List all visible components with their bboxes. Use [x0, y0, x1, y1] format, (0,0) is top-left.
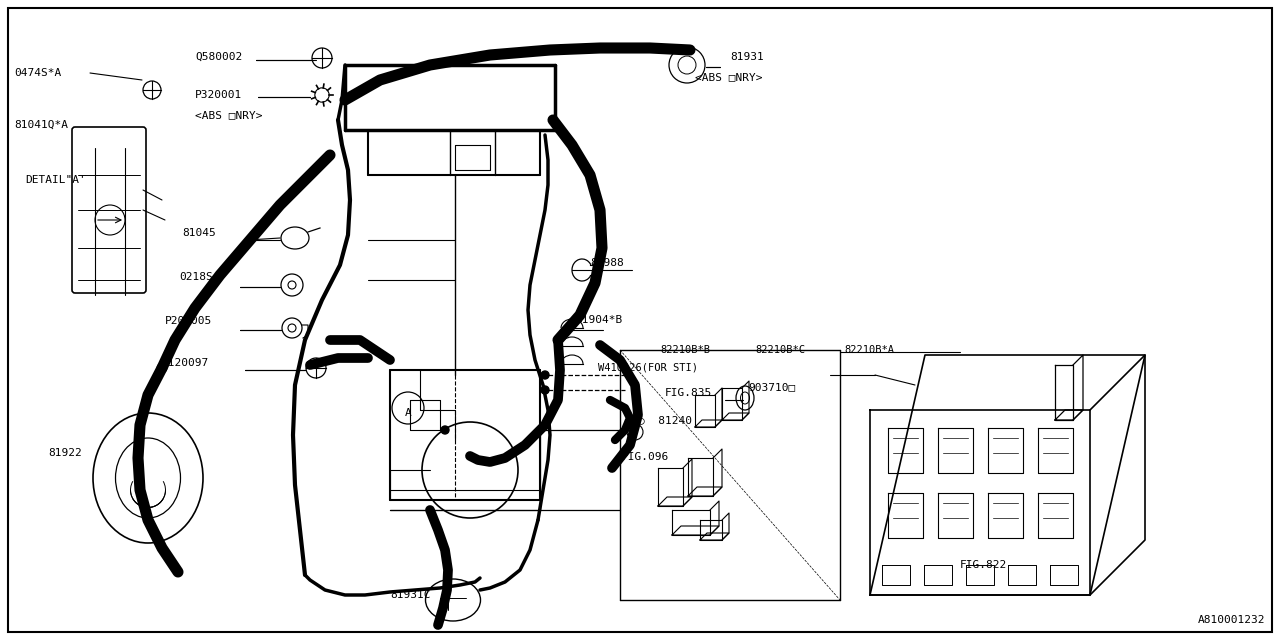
Text: FIG.822: FIG.822 [960, 560, 1007, 570]
Text: 82210B*A: 82210B*A [844, 345, 893, 355]
Text: P200005: P200005 [165, 316, 212, 326]
Circle shape [541, 371, 549, 379]
Text: 0474S*A: 0474S*A [14, 68, 61, 78]
Text: <ABS □NRY>: <ABS □NRY> [195, 110, 262, 120]
Text: 82210B*C: 82210B*C [755, 345, 805, 355]
Text: 81988: 81988 [590, 258, 623, 268]
Text: M120097: M120097 [163, 358, 209, 368]
Text: FIG.096: FIG.096 [622, 452, 669, 462]
Text: A: A [404, 408, 411, 418]
Text: 81045: 81045 [182, 228, 216, 238]
Circle shape [442, 426, 449, 434]
Text: P320001: P320001 [195, 90, 242, 100]
Text: 81931C: 81931C [390, 590, 430, 600]
Circle shape [541, 386, 549, 394]
Text: FIG.835: FIG.835 [666, 388, 712, 398]
Text: 0218S: 0218S [179, 272, 212, 282]
Text: ○  81240: ○ 81240 [637, 415, 692, 425]
Text: 81041Q*A: 81041Q*A [14, 120, 68, 130]
Text: 903710□: 903710□ [748, 382, 795, 392]
Text: <ABS □NRY>: <ABS □NRY> [695, 72, 763, 82]
Text: W410026(FOR STI): W410026(FOR STI) [598, 362, 698, 372]
Text: A810001232: A810001232 [1198, 615, 1265, 625]
Text: 81904*B: 81904*B [575, 315, 622, 325]
Text: 81931: 81931 [730, 52, 764, 62]
Text: 82210B*B: 82210B*B [660, 345, 710, 355]
Text: 81922: 81922 [49, 448, 82, 458]
Text: Q580002: Q580002 [195, 52, 242, 62]
Text: DETAIL"A': DETAIL"A' [26, 175, 86, 185]
